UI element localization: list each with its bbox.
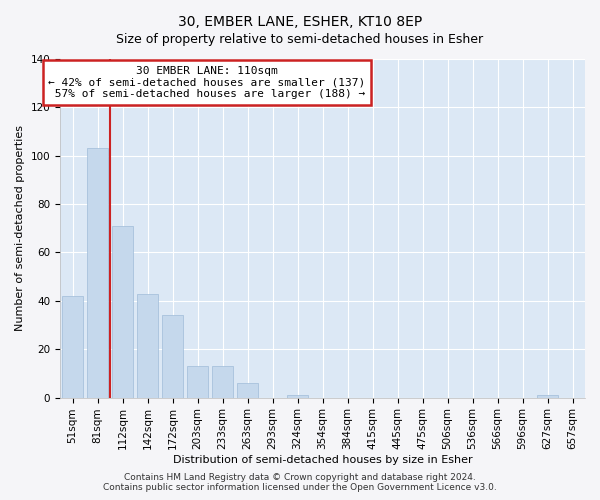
Bar <box>112 226 133 398</box>
Bar <box>287 395 308 398</box>
Bar <box>87 148 108 398</box>
Bar <box>62 296 83 398</box>
Text: Contains HM Land Registry data © Crown copyright and database right 2024.
Contai: Contains HM Land Registry data © Crown c… <box>103 473 497 492</box>
Bar <box>187 366 208 398</box>
Bar <box>237 383 258 398</box>
Y-axis label: Number of semi-detached properties: Number of semi-detached properties <box>15 126 25 332</box>
Text: 30 EMBER LANE: 110sqm
← 42% of semi-detached houses are smaller (137)
 57% of se: 30 EMBER LANE: 110sqm ← 42% of semi-deta… <box>49 66 365 99</box>
Bar <box>212 366 233 398</box>
Bar <box>137 294 158 398</box>
Text: 30, EMBER LANE, ESHER, KT10 8EP: 30, EMBER LANE, ESHER, KT10 8EP <box>178 15 422 29</box>
Bar <box>537 395 558 398</box>
Bar <box>162 316 183 398</box>
Text: Size of property relative to semi-detached houses in Esher: Size of property relative to semi-detach… <box>116 32 484 46</box>
X-axis label: Distribution of semi-detached houses by size in Esher: Distribution of semi-detached houses by … <box>173 455 472 465</box>
